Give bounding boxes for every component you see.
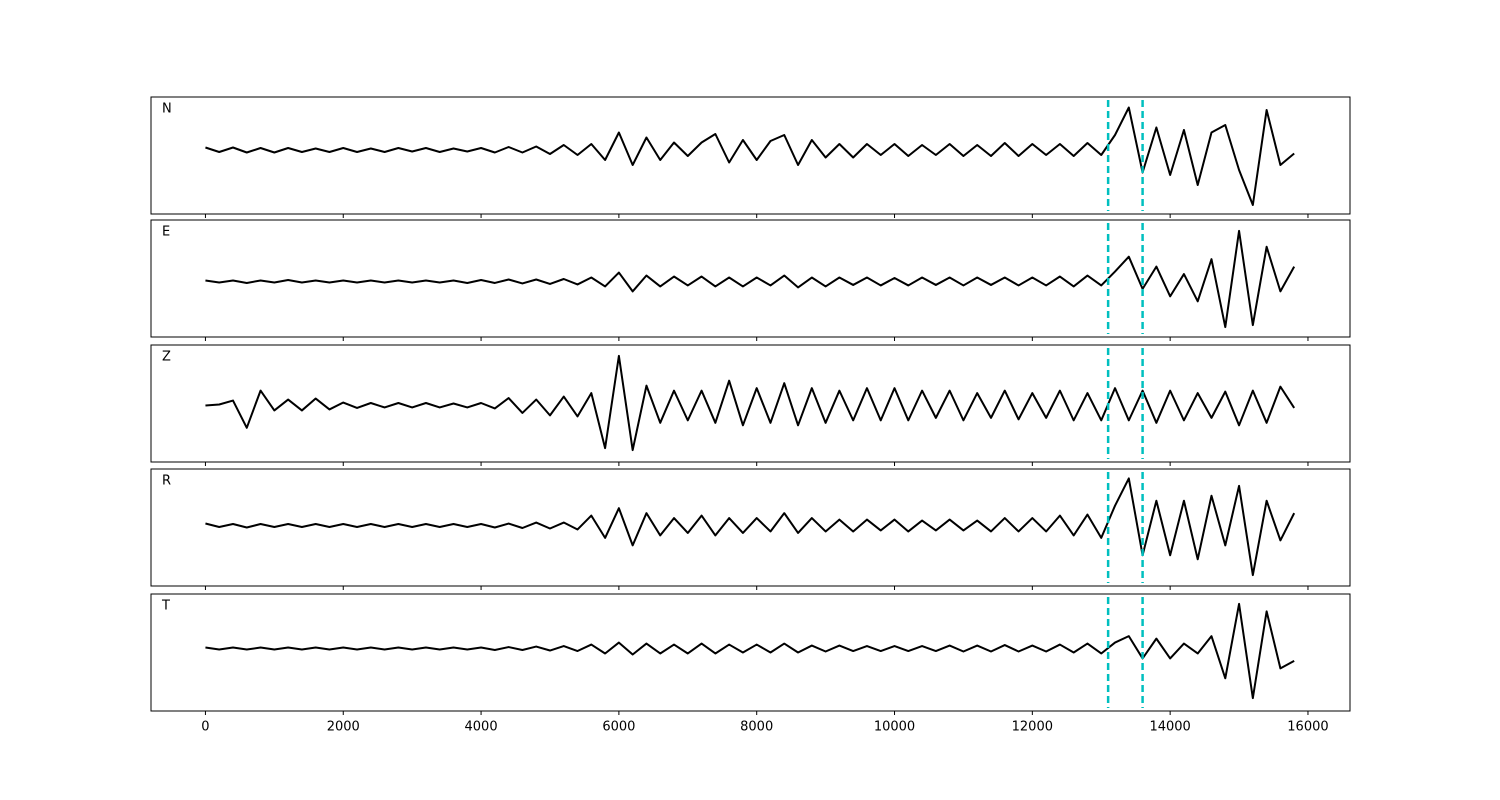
trace xyxy=(205,354,1296,452)
x-tick-label: 12000 xyxy=(1012,720,1053,735)
panel-frame xyxy=(150,96,1351,215)
panel-frame xyxy=(150,219,1351,338)
x-tick-label: 8000 xyxy=(740,720,773,735)
trace xyxy=(205,477,1296,577)
panel-label: T xyxy=(161,599,170,614)
trace xyxy=(205,229,1296,329)
trace xyxy=(205,602,1295,700)
panel-frame xyxy=(150,593,1351,712)
x-tick-label: 16000 xyxy=(1287,720,1328,735)
x-tick-label: 2000 xyxy=(327,720,360,735)
panel-frame xyxy=(150,344,1351,463)
panel-frame xyxy=(150,468,1351,587)
panel-label: N xyxy=(162,102,172,117)
x-tick-label: 14000 xyxy=(1149,720,1190,735)
x-tick-label: 0 xyxy=(201,720,209,735)
x-tick-label: 10000 xyxy=(874,720,915,735)
panel-label: R xyxy=(162,474,171,489)
x-tick-label: 4000 xyxy=(465,720,498,735)
x-tick-label: 6000 xyxy=(602,720,635,735)
trace xyxy=(205,106,1295,206)
panel-label: E xyxy=(162,225,170,240)
panel-label: Z xyxy=(162,350,171,365)
